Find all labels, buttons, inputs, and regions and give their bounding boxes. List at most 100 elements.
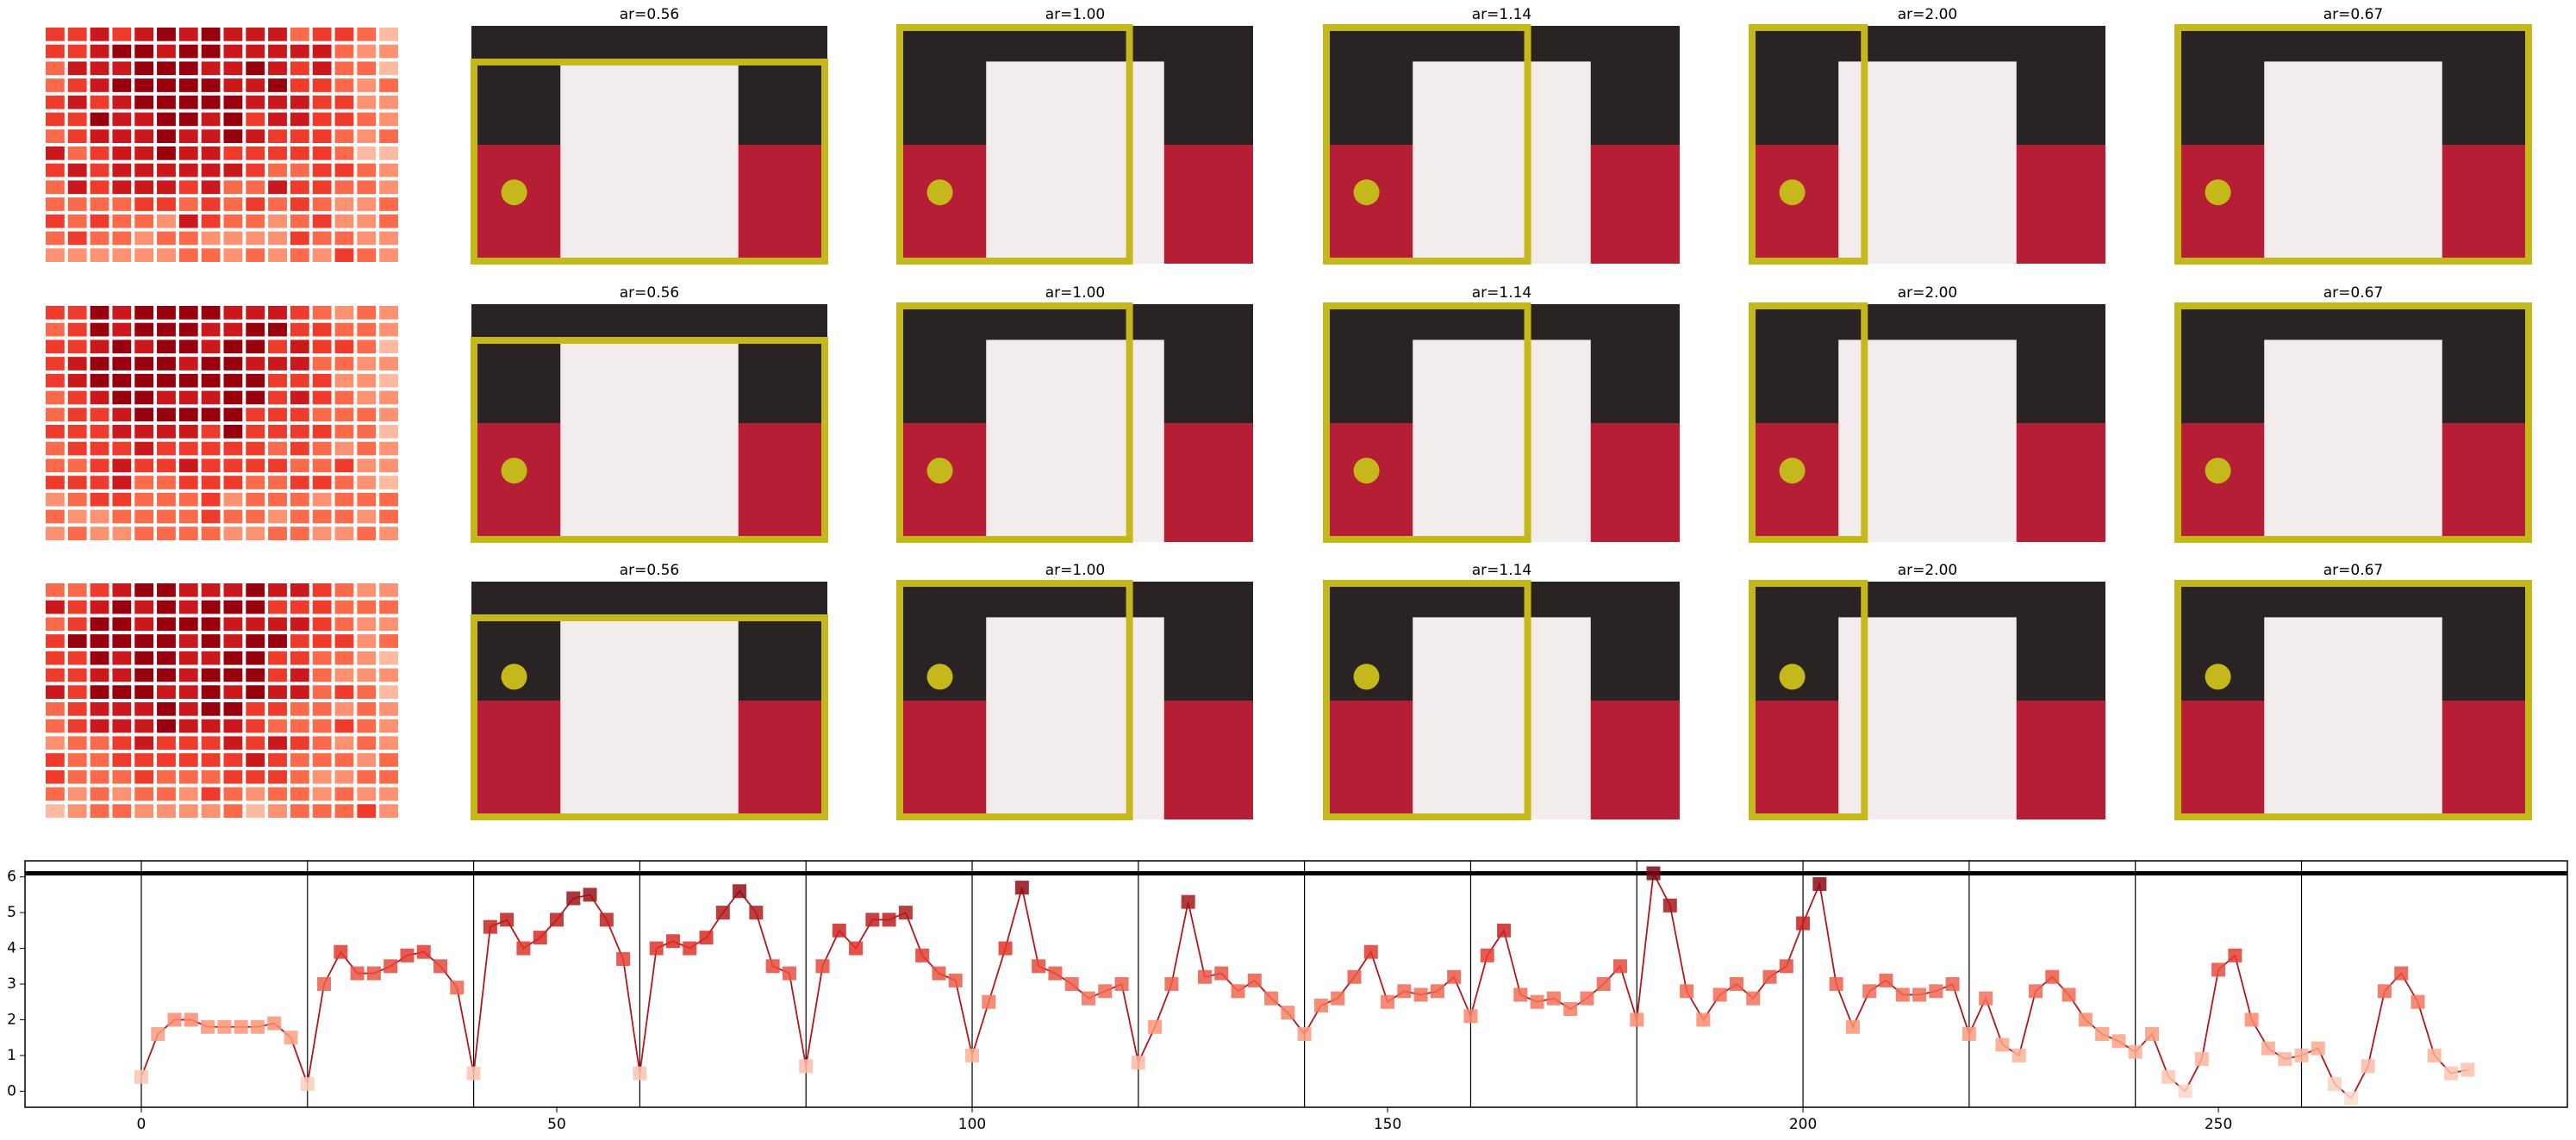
heatmap-cell	[90, 458, 109, 473]
heatmap-cell	[334, 373, 354, 388]
point	[2205, 458, 2231, 484]
marker	[2111, 1034, 2126, 1049]
heatmap-cell	[46, 61, 65, 76]
heatmap-cell	[134, 306, 154, 320]
point	[1353, 179, 1380, 206]
heatmap-cell	[223, 476, 243, 489]
heatmap-cell	[357, 357, 377, 371]
heatmap-cell	[268, 668, 287, 682]
heatmap-cell	[246, 197, 265, 211]
heatmap-cell	[357, 458, 377, 473]
heatmap-cell	[223, 146, 243, 160]
heatmap-cell	[290, 425, 309, 439]
heatmap-cell	[312, 28, 332, 41]
heatmap-cell	[67, 28, 87, 41]
heatmap-cell	[379, 617, 398, 632]
heatmap-cell	[334, 197, 354, 211]
heatmap-cell	[334, 95, 354, 109]
heatmap-cell	[312, 583, 332, 597]
heatmap-cell	[134, 526, 154, 540]
heatmap-cell	[178, 583, 198, 597]
heatmap-cell	[334, 583, 354, 597]
marker	[533, 931, 547, 945]
heatmap-cell	[178, 180, 198, 195]
heatmap-cell	[90, 719, 109, 733]
marker	[1447, 969, 1462, 984]
point	[501, 458, 527, 484]
marker	[1596, 977, 1611, 991]
heatmap-cell	[268, 458, 287, 473]
heatmap-cell	[246, 719, 265, 733]
y-tick-label: 2	[7, 1011, 16, 1028]
point	[1353, 663, 1380, 690]
heatmap-cell	[67, 146, 87, 160]
heatmap-cell	[201, 61, 221, 76]
heatmap-cell	[312, 146, 332, 160]
heatmap-cell	[157, 425, 176, 439]
heatmap-cell	[246, 600, 265, 614]
heatmap-cell	[246, 617, 265, 632]
heatmap-cell	[46, 458, 65, 473]
heatmap-cell	[223, 668, 243, 682]
photo-figure	[1413, 61, 1591, 265]
heatmap-cell	[290, 357, 309, 371]
heatmap-cell	[379, 685, 398, 699]
heatmap-cell	[134, 197, 154, 211]
marker	[2261, 1041, 2275, 1056]
heatmap-cell	[134, 357, 154, 371]
heatmap-cell	[90, 146, 109, 160]
heatmap-cell	[112, 180, 132, 195]
marker	[267, 1016, 282, 1031]
marker	[1247, 973, 1262, 987]
heatmap-cell	[90, 61, 109, 76]
heatmap-cell	[246, 787, 265, 801]
heatmap-cell	[112, 357, 132, 371]
heatmap-cell	[90, 231, 109, 246]
heatmap-cell	[134, 769, 154, 784]
heatmap-cell	[223, 425, 243, 439]
heatmap-cell	[178, 753, 198, 767]
heatmap-cell	[67, 44, 87, 59]
marker	[334, 944, 348, 959]
heatmap-cell	[290, 651, 309, 665]
heatmap-cell	[134, 390, 154, 405]
marker	[2061, 987, 2076, 1002]
heatmap-cell	[201, 322, 221, 337]
heatmap-cell	[246, 146, 265, 160]
heatmap-cell	[223, 617, 243, 632]
heatmap-cell	[201, 526, 221, 540]
heatmap-cell	[112, 769, 132, 784]
heatmap-cell	[112, 600, 132, 614]
marker	[483, 919, 497, 934]
heatmap-cell	[290, 583, 309, 597]
marker	[1413, 987, 1428, 1002]
heatmap-cell	[290, 197, 309, 211]
heatmap-cell	[357, 526, 377, 540]
heatmap-cell	[379, 600, 398, 614]
bbox	[1323, 302, 1531, 543]
marker	[2211, 962, 2226, 977]
heatmap-cell	[334, 112, 354, 127]
heatmap-cell	[201, 719, 221, 733]
heatmap-cell	[157, 248, 176, 262]
heatmap-cell	[379, 112, 398, 127]
bbox	[896, 24, 1133, 265]
heatmap-cell	[223, 736, 243, 751]
heatmap-cell	[357, 214, 377, 228]
heatmap-cell	[312, 769, 332, 784]
heatmap-cell	[67, 340, 87, 354]
marker	[433, 959, 448, 974]
heatmap-cell	[312, 163, 332, 178]
panel-title: ar=0.56	[620, 284, 680, 302]
marker	[2461, 1062, 2475, 1077]
heatmap-cell	[178, 95, 198, 109]
heatmap-cell	[246, 340, 265, 354]
heatmap-cell	[178, 28, 198, 41]
heatmap-cell	[134, 458, 154, 473]
heatmap-cell	[379, 651, 398, 665]
heatmap-cell	[357, 476, 377, 489]
marker	[2427, 1048, 2442, 1062]
heatmap-cell	[134, 408, 154, 421]
heatmap-cell	[357, 373, 377, 388]
heatmap-cell	[268, 78, 287, 92]
